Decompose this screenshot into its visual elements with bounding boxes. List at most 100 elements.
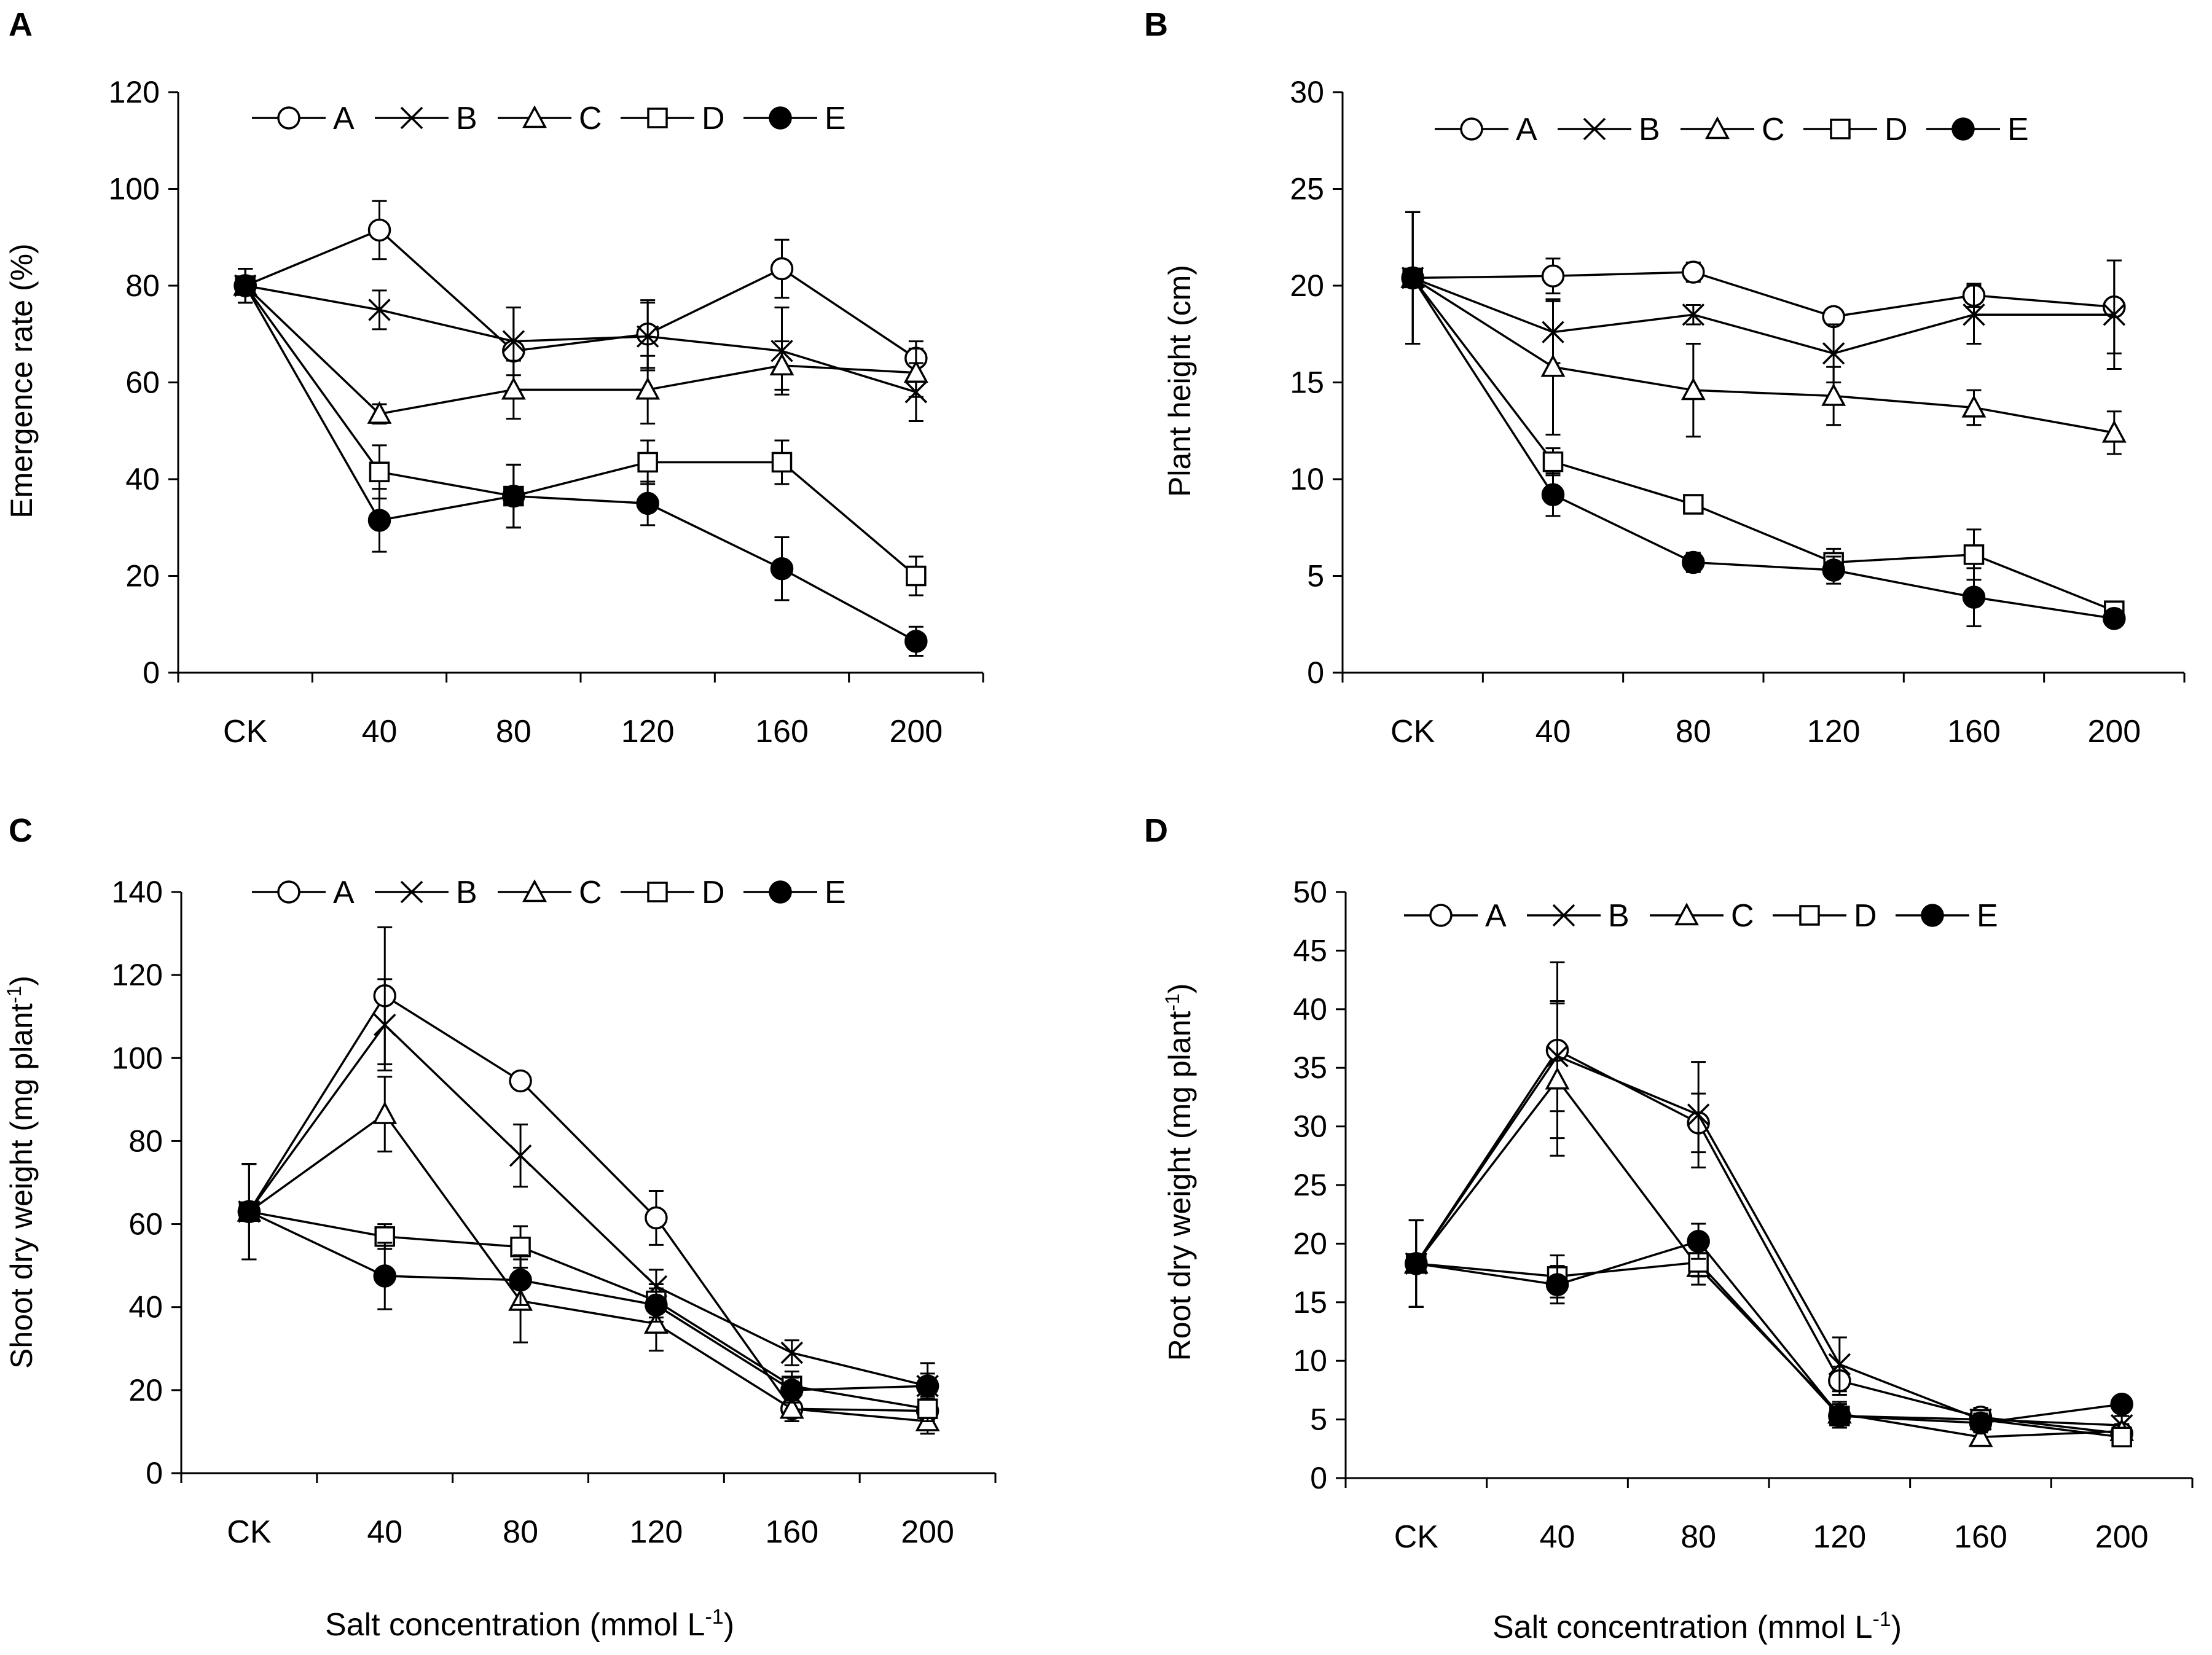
data-point (1821, 383, 1846, 406)
legend-item-a: A (252, 875, 355, 910)
legend-marker (1799, 905, 1820, 926)
y-tick-label: 80 (125, 268, 160, 303)
data-point (1682, 260, 1705, 284)
y-tick-label: 100 (109, 172, 160, 206)
y-axis-title: Root dry weight (mg plant-1) (1161, 984, 1197, 1361)
data-point (2110, 1393, 2133, 1416)
legend-item-d: D (1803, 112, 1908, 147)
legend-item-e: E (743, 875, 846, 910)
series-line (245, 229, 917, 359)
data-point (771, 452, 793, 473)
y-tick-label: 40 (125, 462, 160, 496)
x-tick-label: 80 (496, 714, 531, 749)
y-tick-label: 10 (1290, 462, 1324, 496)
y-tick-label: 100 (112, 1041, 163, 1075)
y-tick-label: 5 (1310, 1403, 1327, 1437)
series-line (1412, 276, 2115, 434)
x-tick-label: 160 (1954, 1519, 2007, 1555)
data-point (369, 461, 390, 482)
legend-label: A (1516, 112, 1537, 147)
data-point (2111, 1426, 2132, 1447)
legend-item-e: E (1926, 112, 2029, 147)
legend-item-a: A (1435, 112, 1537, 147)
legend-label: B (1639, 112, 1660, 147)
y-tick-label: 20 (1293, 1226, 1327, 1261)
data-point (1687, 1229, 1710, 1253)
legend-label: B (456, 875, 477, 910)
y-tick-label: 10 (1293, 1344, 1327, 1378)
data-point (1401, 266, 1424, 290)
data-point (1682, 550, 1705, 574)
x-tick-label: 160 (755, 714, 809, 749)
series-line (244, 284, 917, 577)
x-tick-label: 40 (1535, 714, 1571, 749)
x-tick-label: 200 (889, 714, 943, 749)
data-point (1822, 342, 1845, 365)
x-tick-label: CK (1394, 1519, 1439, 1555)
legend-item-c: C (498, 875, 602, 910)
y-tick-label: 60 (125, 366, 160, 400)
y-axis-title: Emergence rate (%) (4, 243, 39, 518)
data-point (374, 1013, 396, 1036)
legend-label: B (456, 101, 477, 136)
data-point (636, 491, 659, 515)
data-point (645, 1293, 668, 1317)
legend-marker (1460, 117, 1483, 141)
legend-label: E (2007, 112, 2029, 147)
data-point (1822, 558, 1845, 582)
data-point (1969, 1411, 1993, 1435)
series-line (245, 284, 917, 393)
legend-marker (400, 106, 423, 130)
legend-marker (1674, 902, 1699, 926)
data-point (1963, 303, 1985, 326)
data-point (1681, 377, 1706, 401)
series-line (244, 285, 917, 643)
data-point (502, 330, 525, 353)
legend-label: E (825, 875, 846, 910)
x-tick-label: CK (1390, 714, 1435, 749)
data-point (237, 1200, 261, 1224)
data-point (1968, 1424, 1993, 1447)
data-point (233, 274, 257, 297)
data-point (643, 1311, 669, 1334)
data-point (916, 1374, 939, 1398)
data-point (645, 1206, 668, 1230)
data-point (1963, 544, 1985, 565)
legend-item-d: D (1773, 898, 1877, 934)
legend-label: C (579, 875, 602, 910)
legend: A B C D E (252, 101, 846, 136)
data-point (367, 218, 391, 242)
legend-item-c: C (1650, 898, 1754, 934)
series-e (233, 267, 928, 657)
panel-c-shoot-dry-weight: C Shoot dry weight (mg plant-1) 0 20 40 60 8… (3, 812, 997, 1643)
legend-label: D (702, 875, 725, 910)
y-tick-label: 30 (1293, 1109, 1327, 1144)
y-tick-label: 0 (146, 1456, 163, 1490)
x-tick-label: 160 (1947, 714, 2001, 749)
series-line (248, 1210, 928, 1391)
series-e (1405, 1219, 2133, 1435)
data-point (903, 360, 928, 383)
x-tick-label: 120 (630, 1514, 683, 1550)
legend-marker (769, 106, 792, 130)
data-point (1961, 394, 1986, 418)
series-layer (1403, 961, 2135, 1447)
x-axis-title: Salt concentration (mmol L-1) (1492, 1608, 1902, 1645)
data-point (372, 1101, 398, 1124)
legend-marker (1705, 116, 1730, 139)
legend-label: C (1762, 112, 1785, 147)
x-tick-label: CK (227, 1514, 272, 1550)
data-point (502, 484, 525, 508)
y-tick-label: 140 (112, 875, 163, 909)
legend-marker (647, 108, 668, 128)
y-axis-title: Shoot dry weight (mg plant-1) (3, 976, 39, 1369)
data-point (770, 257, 794, 281)
legend-marker (277, 880, 300, 904)
data-point (1687, 1103, 1710, 1126)
data-point (904, 630, 928, 653)
series-line (1412, 276, 2114, 355)
legend-marker (400, 880, 423, 904)
x-axis-title: Salt concentration (mmol L-1) (325, 1605, 734, 1643)
data-point (636, 325, 659, 348)
